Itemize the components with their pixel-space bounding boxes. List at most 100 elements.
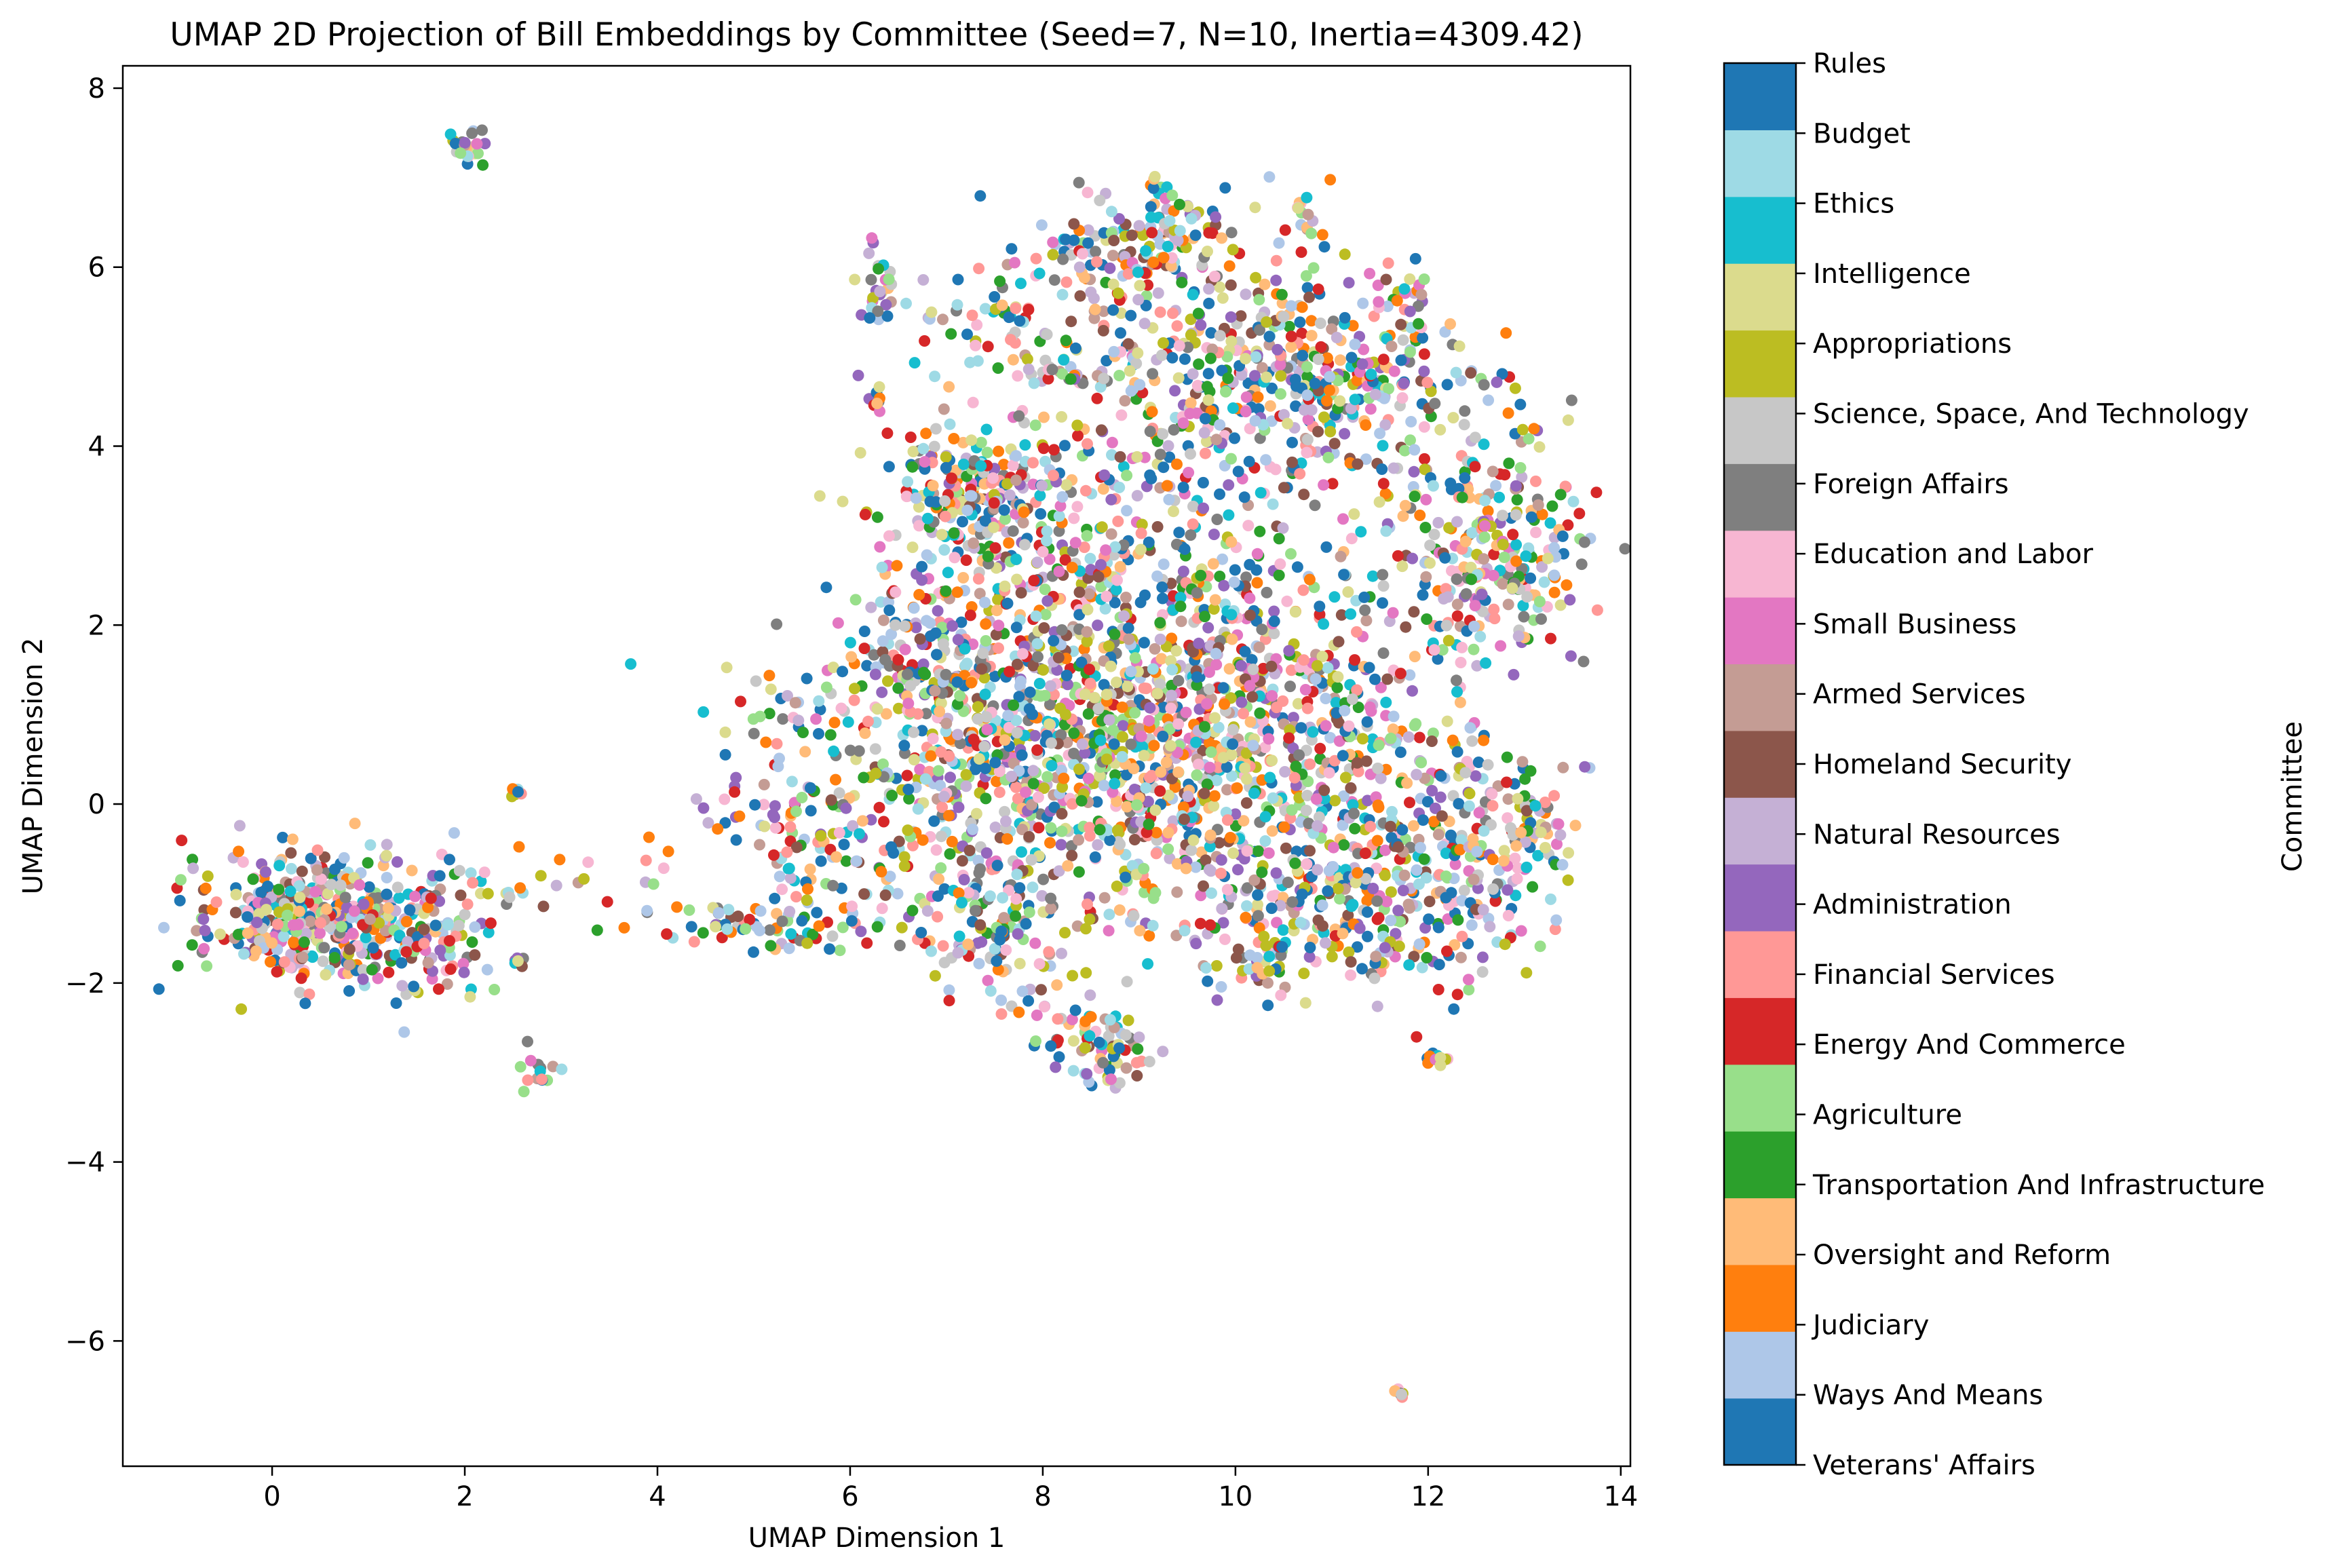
- scatter-point: [1201, 778, 1213, 790]
- scatter-point: [311, 864, 323, 876]
- scatter-point: [1445, 318, 1456, 330]
- scatter-point: [1396, 1388, 1408, 1400]
- scatter-point: [1111, 824, 1124, 837]
- scatter-point: [1172, 766, 1185, 778]
- scatter-point: [1360, 453, 1372, 465]
- scatter-point: [906, 541, 919, 554]
- scatter-point: [1187, 368, 1199, 380]
- scatter-point: [754, 905, 767, 917]
- scatter-point: [1104, 1014, 1116, 1026]
- scatter-point: [1098, 780, 1110, 792]
- scatter-point: [979, 596, 991, 609]
- scatter-point: [1288, 771, 1301, 784]
- scatter-point: [186, 939, 198, 951]
- scatter-point: [747, 713, 759, 725]
- scatter-point: [1193, 358, 1205, 370]
- scatter-point: [993, 445, 1005, 457]
- scatter-point: [1320, 937, 1331, 949]
- scatter-point: [1482, 505, 1494, 517]
- scatter-point: [1058, 772, 1070, 784]
- scatter-point: [393, 892, 405, 904]
- scatter-point: [1094, 824, 1106, 836]
- scatter-point: [1364, 403, 1377, 415]
- scatter-point: [1497, 510, 1508, 522]
- scatter-point: [1204, 829, 1217, 841]
- scatter-point: [1454, 696, 1466, 708]
- scatter-point: [1373, 496, 1385, 508]
- scatter-point: [1294, 316, 1306, 328]
- scatter-point: [1369, 673, 1381, 685]
- scatter-point: [1303, 951, 1316, 963]
- scatter-point: [1472, 757, 1485, 768]
- scatter-point: [1047, 236, 1059, 248]
- scatter-point: [1351, 626, 1362, 638]
- scatter-point: [769, 822, 782, 834]
- scatter-point: [1113, 481, 1126, 493]
- scatter-point: [1134, 280, 1146, 292]
- scatter-point: [1533, 596, 1546, 608]
- scatter-point: [1223, 509, 1235, 521]
- scatter-point: [1250, 351, 1262, 363]
- scatter-point: [702, 817, 714, 829]
- scatter-point: [1081, 1068, 1093, 1080]
- scatter-point: [1487, 465, 1499, 478]
- scatter-point: [1263, 330, 1276, 343]
- scatter-point: [1073, 866, 1085, 878]
- scatter-point: [1184, 408, 1196, 419]
- scatter-point: [1110, 584, 1122, 596]
- scatter-point: [744, 913, 756, 925]
- scatter-point: [940, 668, 952, 681]
- scatter-point: [910, 492, 922, 504]
- scatter-point: [625, 658, 637, 670]
- scatter-point: [1135, 527, 1147, 539]
- scatter-point: [1014, 315, 1026, 327]
- scatter-point: [1241, 845, 1253, 857]
- scatter-point: [1343, 277, 1355, 289]
- scatter-point: [1119, 395, 1131, 407]
- scatter-point: [1590, 486, 1603, 499]
- scatter-point: [1092, 839, 1104, 851]
- scatter-point: [1039, 609, 1052, 621]
- scatter-point: [1418, 348, 1430, 360]
- scatter-point: [1155, 766, 1167, 778]
- scatter-point: [1395, 318, 1407, 330]
- scatter-point: [535, 870, 547, 882]
- scatter-point: [1408, 951, 1420, 963]
- scatter-point: [854, 446, 866, 459]
- scatter-point: [1187, 646, 1200, 658]
- colorbar-tick-label: Intelligence: [1813, 259, 1971, 290]
- scatter-point: [1114, 451, 1126, 463]
- scatter-point: [1202, 394, 1214, 406]
- scatter-point: [1161, 480, 1173, 492]
- scatter-point: [1366, 570, 1379, 582]
- scatter-point: [833, 787, 845, 799]
- scatter-point: [712, 907, 725, 919]
- scatter-point: [1036, 480, 1048, 492]
- scatter-point: [1479, 520, 1491, 532]
- scatter-point: [1305, 330, 1318, 342]
- scatter-point: [1015, 587, 1027, 599]
- scatter-point: [1384, 820, 1396, 833]
- scatter-point: [1320, 693, 1332, 704]
- scatter-point: [973, 957, 985, 970]
- scatter-point: [1187, 518, 1199, 530]
- x-tick-label: 8: [1034, 1481, 1051, 1512]
- scatter-point: [853, 745, 865, 757]
- scatter-point: [1056, 781, 1069, 793]
- scatter-point: [1254, 324, 1265, 336]
- scatter-point: [1509, 382, 1521, 394]
- scatter-point: [1416, 961, 1428, 974]
- scatter-point: [1154, 633, 1166, 645]
- scatter-point: [242, 911, 254, 923]
- scatter-point: [1265, 902, 1278, 915]
- scatter-point: [1528, 423, 1540, 435]
- scatter-point: [1157, 730, 1169, 742]
- scatter-point: [1227, 244, 1239, 256]
- scatter-point: [1318, 241, 1331, 253]
- scatter-point: [1197, 476, 1209, 489]
- scatter-point: [1035, 984, 1047, 996]
- scatter-point: [1312, 283, 1324, 295]
- scatter-point: [343, 959, 355, 971]
- scatter-point: [1452, 914, 1464, 926]
- scatter-point: [503, 891, 516, 903]
